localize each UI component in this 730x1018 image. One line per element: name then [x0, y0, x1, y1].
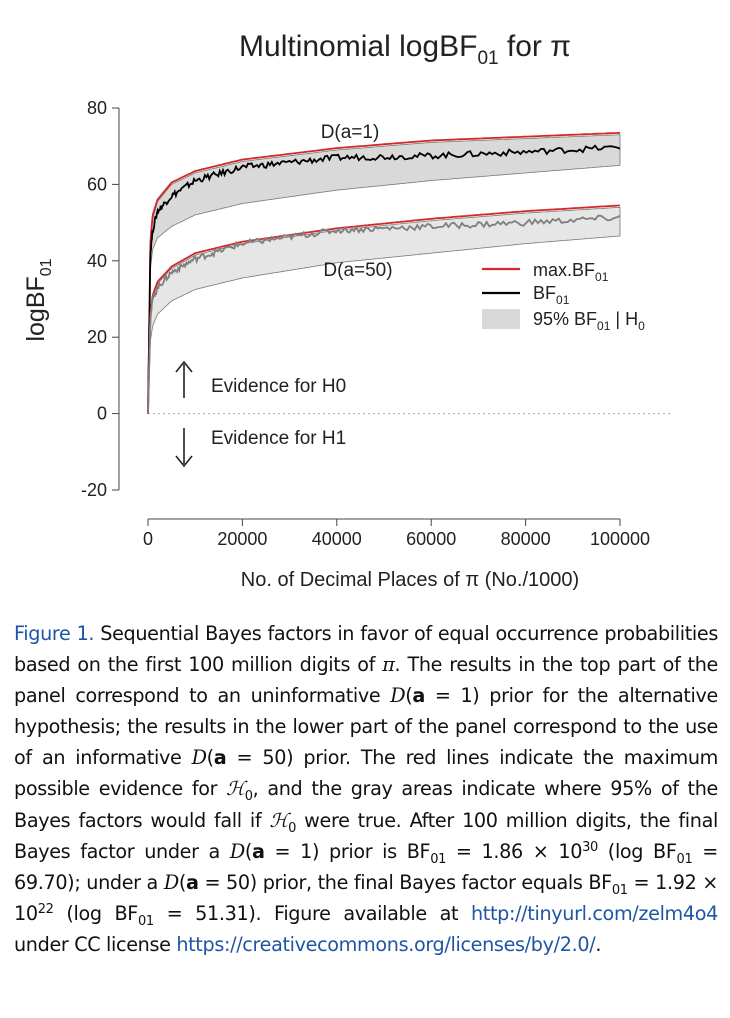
- caption-text: prior. The red lines indicate the maximu…: [14, 746, 718, 801]
- caption-text: prior for the alternative hypothesis; th…: [14, 684, 718, 770]
- caption-text: = 1.92 × 10: [14, 870, 719, 925]
- caption-math: a: [252, 839, 265, 863]
- legend-label-band: 95% BF01 | H0: [533, 309, 645, 333]
- caption-subscript: 0: [288, 820, 296, 836]
- evidence-h1-label: Evidence for H1: [211, 428, 346, 449]
- caption-text: (log BF: [53, 901, 138, 925]
- caption-text: , and the gray areas indicate where 95% …: [14, 777, 718, 832]
- caption-math: ℋ: [226, 777, 245, 801]
- caption-math: D: [191, 746, 207, 770]
- cc-license-link[interactable]: https://creativecommons.org/licenses/by/…: [176, 932, 596, 956]
- arrow-up-head-icon: [175, 360, 193, 373]
- caption-math: a: [186, 870, 199, 894]
- y-axis-label: logBF01: [22, 258, 55, 341]
- caption-math: = 50): [226, 746, 294, 770]
- caption-text: prior, the final Bayes factor equals BF: [256, 870, 613, 894]
- x-tick-label: 100000: [590, 529, 650, 549]
- caption-text: = 1.86 × 10: [446, 839, 583, 863]
- caption-superscript: 22: [37, 901, 54, 917]
- y-tick-label: 0: [97, 404, 107, 424]
- caption-text: (log BF: [597, 839, 677, 863]
- caption-text: .: [595, 932, 602, 956]
- caption-text: prior is BF: [319, 839, 431, 863]
- legend-label-max: max.BF01: [533, 260, 609, 284]
- caption-math: D: [229, 839, 245, 863]
- caption-text: = 51.31). Figure available at: [153, 901, 471, 925]
- caption-text: were true. After 100 million digits, the…: [14, 808, 718, 863]
- y-tick-label: 60: [87, 174, 107, 194]
- x-tick-label: 40000: [312, 529, 362, 549]
- series-line-1: [147, 144, 621, 414]
- caption-superscript: 30: [582, 839, 598, 855]
- tinyurl-link[interactable]: http://tinyurl.com/zelm4o4: [470, 901, 718, 925]
- caption-text: = 69.70); under a: [14, 839, 718, 894]
- caption-math: a: [213, 746, 227, 770]
- caption-math: = 1): [425, 684, 480, 708]
- caption-math: = 50): [198, 870, 257, 894]
- caption-subscript: 01: [676, 851, 693, 867]
- legend-label-bf: BF01: [533, 283, 570, 307]
- caption-text: . The results in the top part of the pan…: [14, 653, 718, 708]
- y-tick-label: 80: [87, 98, 107, 118]
- caption-math: π: [382, 653, 395, 677]
- caption-subscript: 0: [244, 789, 253, 805]
- evidence-h0-annotation: Evidence for H0: [175, 360, 346, 398]
- chart: Multinomial logBF01 for π -20 0 20 40 60 80 0…: [22, 30, 670, 591]
- caption-subscript: 01: [430, 851, 447, 867]
- legend-swatch-band: [482, 309, 520, 329]
- caption-text: Sequential Bayes factors in favor of equ…: [14, 622, 718, 677]
- x-tick-label: 80000: [501, 529, 551, 549]
- y-tick-label: 20: [87, 327, 107, 347]
- x-tick-label: 60000: [406, 529, 456, 549]
- series-layer: [147, 131, 621, 414]
- band-0: [147, 134, 621, 414]
- legend: max.BF01 BF01 95% BF01 | H0: [482, 260, 645, 333]
- caption-subscript: 01: [138, 913, 154, 929]
- caption-math: ℋ: [269, 808, 289, 832]
- x-axis-label: No. of Decimal Places of π (No./1000): [241, 569, 579, 591]
- x-axis: 0 20000 40000 60000 80000 100000: [143, 518, 650, 549]
- caption-text: under CC license: [14, 932, 177, 956]
- y-tick-label: -20: [81, 480, 107, 500]
- y-axis: -20 0 20 40 60 80: [81, 98, 120, 500]
- series-line-3: [147, 214, 621, 414]
- caption-math: a: [412, 684, 425, 708]
- x-tick-label: 0: [143, 529, 153, 549]
- caption-math: = 1): [264, 839, 320, 863]
- chart-title: Multinomial logBF01 for π: [239, 30, 571, 69]
- arrow-down-head-icon: [175, 455, 193, 468]
- y-tick-label: 40: [87, 251, 107, 271]
- annotation-upper-group: D(a=1): [321, 122, 380, 143]
- figure-label: Figure 1.: [14, 622, 95, 645]
- evidence-h0-label: Evidence for H0: [211, 376, 346, 397]
- annotation-lower-group: D(a=50): [323, 260, 392, 281]
- series-line-0: [147, 131, 621, 414]
- figure-caption: Figure 1. Sequential Bayes factors in fa…: [14, 622, 719, 956]
- x-tick-label: 20000: [217, 529, 267, 549]
- caption-math: D: [163, 870, 179, 894]
- caption-subscript: 01: [611, 882, 628, 898]
- caption-math: D: [390, 684, 406, 708]
- evidence-h1-annotation: Evidence for H1: [175, 428, 346, 468]
